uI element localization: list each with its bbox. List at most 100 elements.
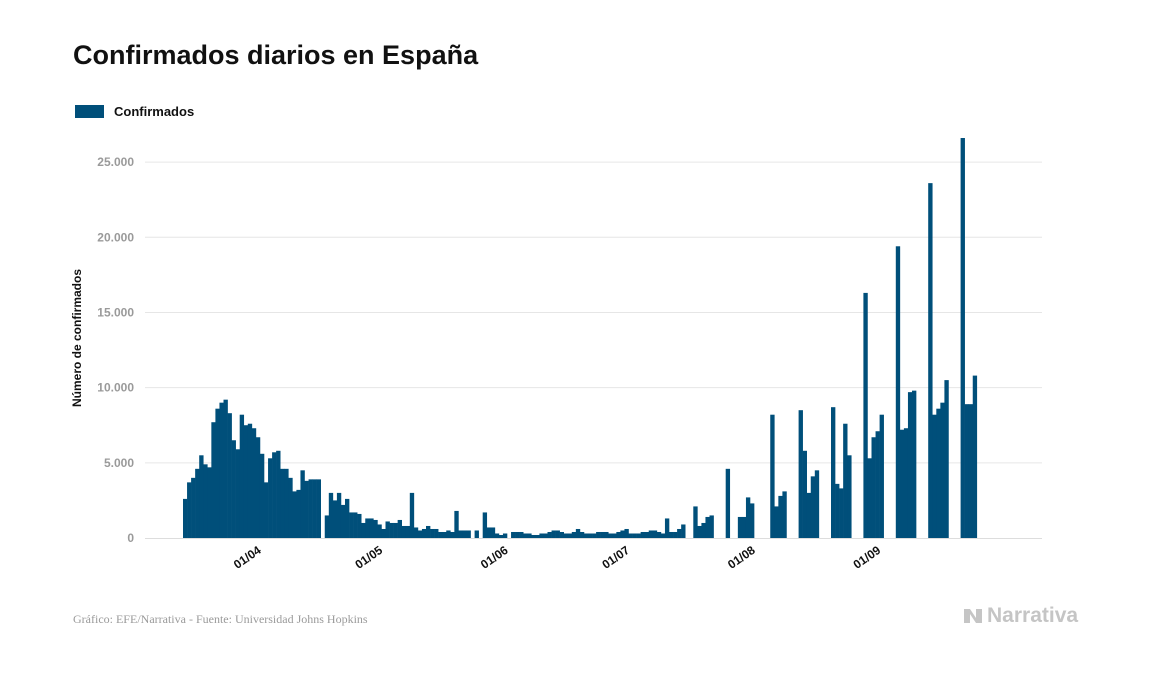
bar [616, 531, 621, 538]
bar [701, 522, 706, 538]
bar [847, 455, 852, 538]
bar [280, 468, 285, 538]
brand-name: Narrativa [987, 604, 1079, 627]
bar [835, 483, 840, 538]
bar [640, 531, 645, 538]
bar [203, 464, 208, 538]
bar [936, 408, 941, 538]
chart-title: Confirmados diarios en España [73, 40, 479, 70]
x-tick-label: 01/09 [851, 543, 884, 572]
bar [660, 533, 666, 538]
y-tick-label: 25.000 [97, 155, 134, 169]
bar [276, 450, 281, 538]
bar [802, 450, 807, 538]
bar [498, 534, 504, 538]
bar [551, 530, 556, 538]
bar [466, 530, 471, 538]
bar [782, 491, 787, 538]
bar [563, 533, 569, 538]
bar [559, 531, 564, 538]
bar [393, 522, 398, 538]
bar [235, 449, 240, 538]
bar [899, 429, 905, 538]
bar [604, 531, 609, 538]
brand-logo: Narrativa [963, 604, 1078, 628]
bar [814, 470, 820, 538]
bar [296, 489, 301, 538]
bar [579, 531, 585, 538]
bar [401, 525, 407, 538]
bar [535, 534, 540, 538]
bar [369, 518, 374, 538]
legend: Confirmados [75, 104, 194, 119]
bar [288, 477, 293, 538]
bar [741, 516, 747, 538]
bar [592, 533, 597, 538]
bar [693, 506, 698, 538]
bar [409, 492, 415, 538]
legend-label: Confirmados [114, 104, 195, 119]
bar [648, 530, 654, 538]
bar [381, 528, 386, 538]
bar [628, 533, 633, 538]
bar [284, 468, 289, 538]
bar [612, 533, 617, 538]
bar [555, 530, 560, 538]
bar [656, 531, 662, 538]
bar [871, 437, 876, 538]
bar [652, 530, 658, 538]
bar [417, 530, 423, 538]
bars [183, 138, 978, 538]
bar [183, 498, 188, 538]
x-tick-label: 01/04 [231, 543, 264, 572]
bar [600, 531, 605, 538]
bar [365, 518, 370, 538]
bar [227, 413, 232, 538]
bar [831, 407, 836, 538]
bar [705, 516, 710, 538]
bar [725, 468, 731, 538]
bar [547, 531, 552, 538]
narrativa-logo-icon [964, 609, 982, 623]
bar [405, 525, 411, 538]
x-tick-label: 01/06 [478, 543, 511, 572]
bar [575, 528, 581, 538]
bar [340, 504, 346, 538]
bar [543, 533, 548, 538]
bar [454, 510, 459, 538]
bar [345, 498, 350, 538]
source-credit: Gráfico: EFE/Narrativa - Fuente: Univers… [73, 612, 368, 626]
bar [515, 531, 520, 538]
y-axis-title: Número de confirmados [70, 269, 84, 407]
legend-swatch [75, 105, 104, 118]
bar [632, 533, 637, 538]
bar [187, 482, 192, 538]
bar [195, 468, 200, 538]
bar [361, 522, 366, 538]
bar [903, 428, 909, 538]
bar [413, 527, 419, 538]
bar [462, 530, 467, 538]
x-tick-label: 01/07 [599, 543, 632, 572]
y-tick-label: 20.000 [97, 230, 134, 244]
bar [596, 531, 601, 538]
bar [932, 414, 937, 538]
bar [770, 414, 775, 538]
bar [482, 512, 488, 538]
bar [798, 410, 803, 538]
bar [304, 480, 309, 538]
bar [964, 404, 969, 538]
bar [434, 528, 439, 538]
bar [300, 470, 305, 538]
bar [239, 414, 245, 538]
bar [519, 531, 524, 538]
bar [486, 527, 492, 538]
x-tick-label: 01/05 [352, 543, 385, 572]
bar [806, 492, 812, 538]
bar [490, 527, 496, 538]
bar [912, 390, 917, 538]
bar [750, 503, 755, 538]
bar [669, 531, 674, 538]
bar [502, 533, 508, 538]
